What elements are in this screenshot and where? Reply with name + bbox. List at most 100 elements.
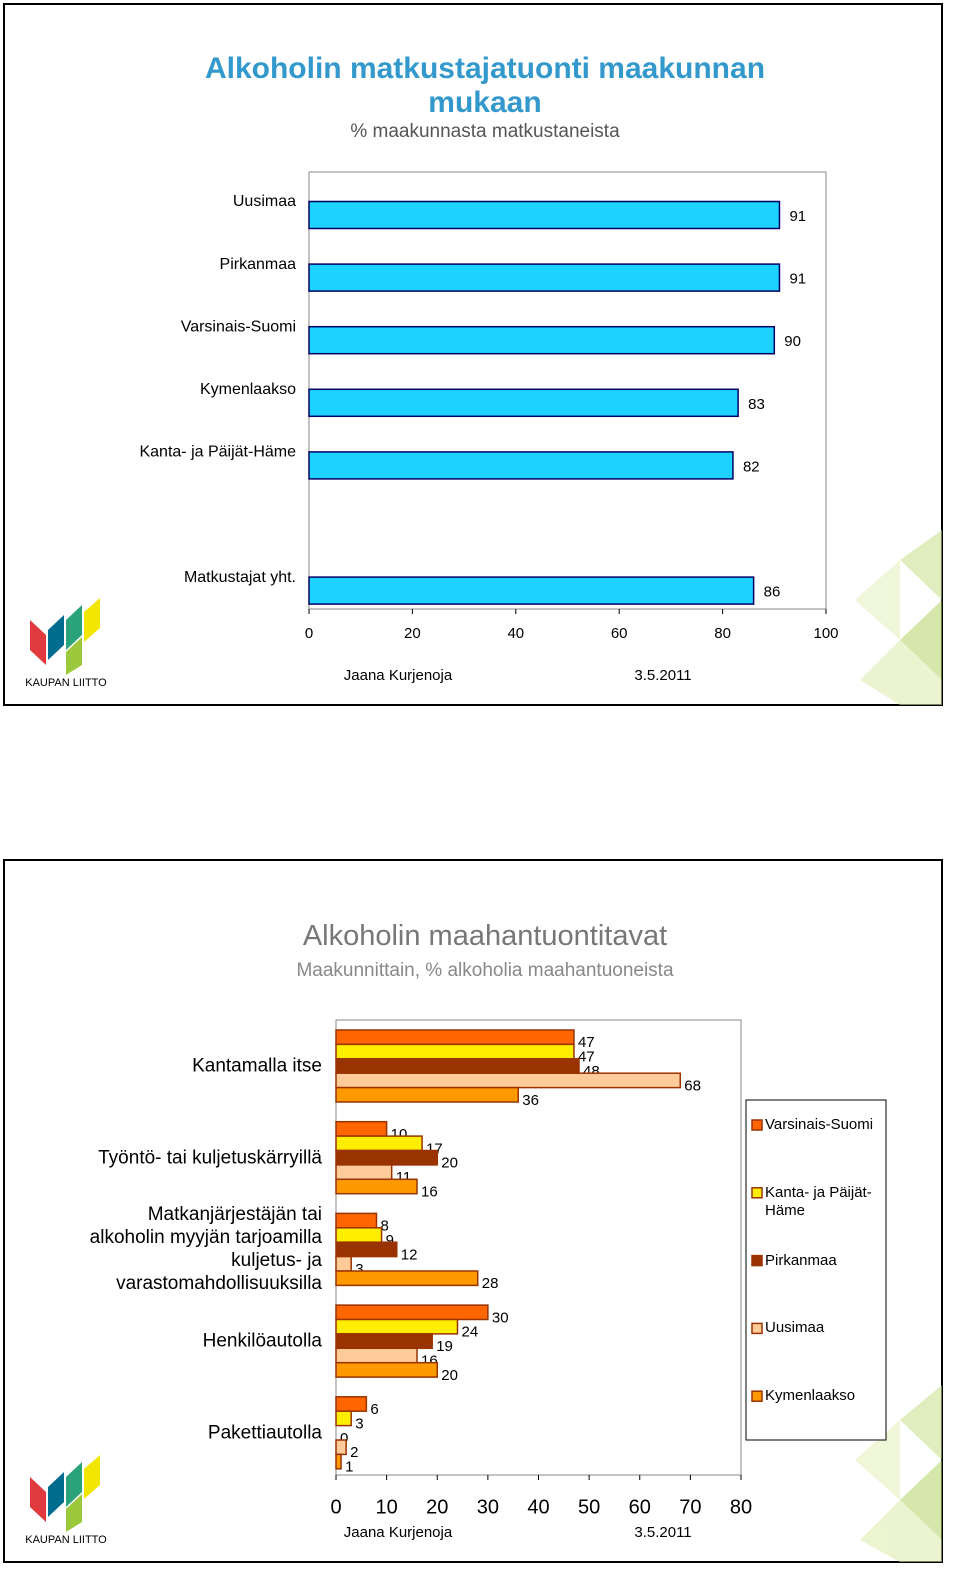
value-label: 36 (522, 1092, 539, 1109)
bar (335, 1333, 433, 1350)
bar (335, 1164, 393, 1181)
legend-swatch (751, 1322, 763, 1335)
value-label: 83 (748, 396, 765, 413)
logo (30, 598, 100, 1532)
bar (335, 1212, 378, 1229)
bar (335, 1255, 352, 1272)
x-tick-label: 60 (611, 625, 628, 642)
value-label: 3 (355, 1261, 363, 1278)
x-tick-label: 0 (305, 625, 313, 642)
value-label: 47 (578, 1049, 595, 1066)
bar (335, 1029, 575, 1046)
bar (335, 1072, 681, 1089)
author: Jaana Kurjenoja (344, 1524, 453, 1541)
x-tick-label: 10 (376, 1496, 398, 1518)
x-tick-label: 80 (714, 625, 731, 642)
legend-swatch (751, 1187, 763, 1199)
slide-frame (3, 3, 943, 706)
bar (308, 325, 776, 355)
bar (308, 200, 781, 230)
y-tick-label: Uusimaa (233, 193, 296, 210)
logo-text: KAUPAN LIITTO (25, 677, 107, 689)
bar (335, 1304, 489, 1321)
bar (335, 1135, 423, 1152)
value-label: 68 (684, 1077, 701, 1094)
chart-subtitle: Maakunnittain, % alkoholia maahantuoneis… (296, 960, 674, 981)
bar (335, 1270, 479, 1287)
y-tick-label: Henkilöautolla (202, 1330, 322, 1352)
value-label: 28 (482, 1275, 499, 1292)
bar (335, 1453, 342, 1470)
y-tick-label: Kantamalla itse (192, 1055, 322, 1077)
legend-swatch (751, 1254, 763, 1267)
legend-label: Pirkanmaa (765, 1251, 837, 1269)
chart-subtitle: % maakunnasta matkustaneista (350, 121, 620, 142)
x-tick-label: 50 (578, 1496, 600, 1518)
legend-swatch (751, 1119, 763, 1131)
y-tick-label: Matkustajat yht. (184, 569, 296, 586)
x-tick-label: 60 (629, 1496, 651, 1518)
value-label: 16 (421, 1183, 438, 1200)
value-label: 8 (381, 1218, 389, 1235)
bar (335, 1318, 459, 1335)
value-label: 90 (784, 333, 801, 350)
value-label: 19 (436, 1338, 453, 1355)
date: 3.5.2011 (634, 1524, 691, 1541)
value-label: 86 (764, 584, 781, 601)
bar (335, 1086, 519, 1103)
bar (335, 1058, 580, 1074)
date: 3.5.2011 (634, 667, 691, 684)
bar (308, 576, 755, 605)
value-label: 91 (789, 271, 806, 288)
value-label: 47 (578, 1034, 595, 1051)
slide-frame (3, 859, 943, 1563)
y-tick-label: Työntö- tai kuljetuskärryillä (98, 1147, 322, 1169)
value-label: 3 (355, 1415, 363, 1432)
value-label: 24 (462, 1324, 479, 1341)
legend-box (745, 1099, 887, 1441)
logo-text: KAUPAN LIITTO (25, 1534, 107, 1546)
value-label: 9 (386, 1232, 394, 1249)
x-tick-label: 40 (507, 625, 524, 642)
bar (335, 1120, 388, 1137)
x-tick-label: 70 (679, 1496, 701, 1518)
bar (335, 1043, 575, 1060)
chart-title: Alkoholin maahantuontitavat (302, 920, 668, 952)
y-tick-label: Kymenlaakso (200, 381, 296, 398)
value-label: 0 (340, 1430, 348, 1447)
bar (335, 1227, 383, 1243)
bar (335, 1410, 352, 1427)
value-label: 91 (789, 208, 806, 225)
value-label: 82 (743, 458, 760, 475)
x-tick-label: 20 (404, 625, 421, 642)
bar (335, 1396, 368, 1412)
x-tick-label: 0 (330, 1496, 341, 1518)
bar (335, 1149, 438, 1166)
legend-label: Kanta- ja Päijät-Häme (765, 1183, 872, 1219)
legend-label: Uusimaa (765, 1319, 825, 1337)
chart-title: Alkoholin matkustajatuonti maakunnan muk… (204, 52, 766, 119)
y-tick-label: Kanta- ja Päijät-Häme (139, 444, 296, 461)
decoration (855, 530, 942, 1562)
x-tick-label: 40 (527, 1496, 549, 1518)
bar (308, 388, 739, 418)
value-label: 1 (345, 1459, 353, 1476)
legend-label: Varsinais-Suomi (765, 1116, 874, 1133)
x-tick-label: 100 (813, 625, 838, 642)
y-tick-label: Pirkanmaa (220, 256, 297, 273)
bar (335, 1178, 418, 1195)
bar (335, 1361, 438, 1378)
value-label: 12 (401, 1246, 418, 1263)
bar (335, 1347, 418, 1364)
y-tick-label: Matkanjärjestäjän tai alkoholin myyjän t… (89, 1204, 322, 1295)
y-tick-label: Pakettiautolla (207, 1422, 322, 1444)
bar (335, 1439, 347, 1456)
x-tick-label: 30 (477, 1496, 499, 1518)
x-tick-label: 80 (730, 1496, 752, 1518)
legend-swatch (751, 1390, 763, 1402)
value-label: 20 (441, 1155, 458, 1172)
legend-label: Kymenlaakso (765, 1387, 856, 1405)
bar (308, 263, 781, 292)
